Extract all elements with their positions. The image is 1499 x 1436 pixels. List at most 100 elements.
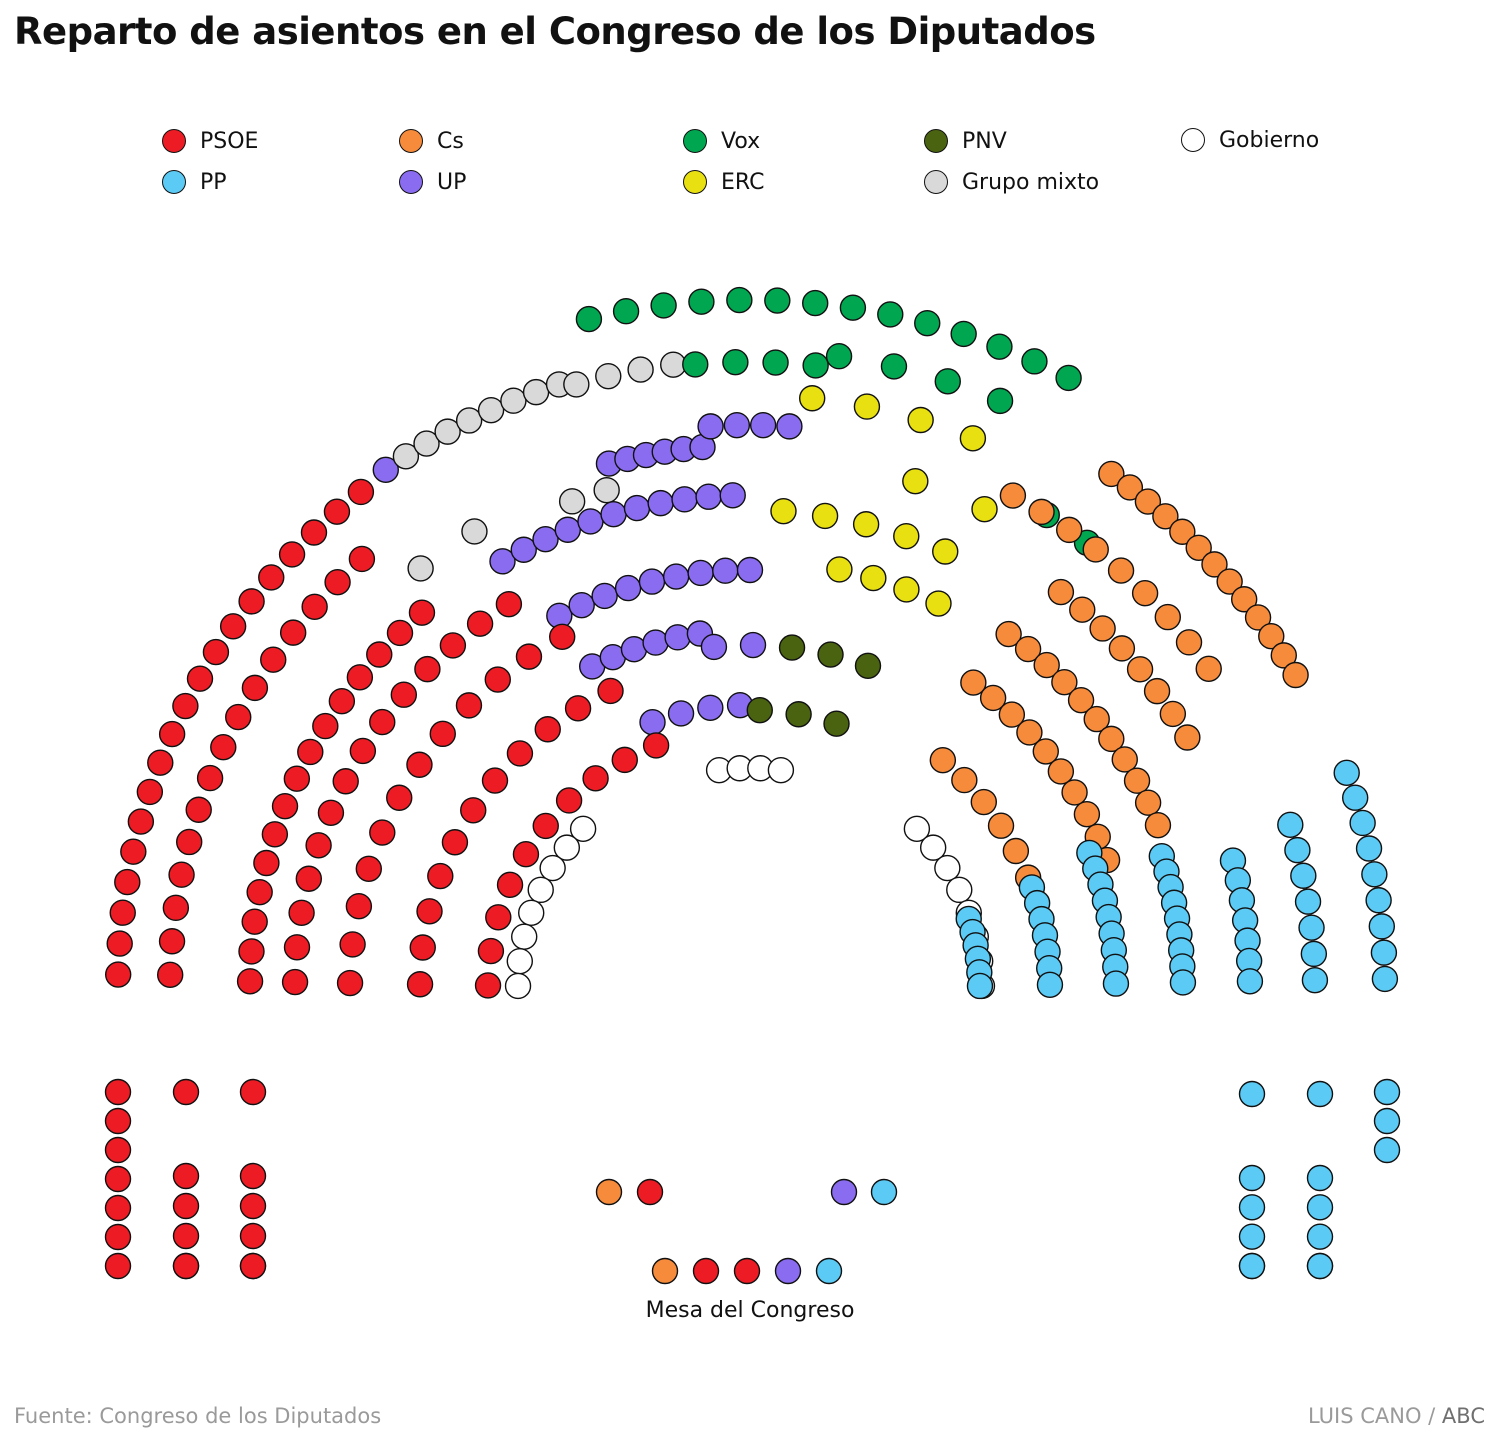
legend-item-up: UP [399, 167, 466, 197]
seat-cs [1116, 474, 1144, 501]
seat-psoe [474, 972, 502, 999]
legend-label-erc: ERC [721, 169, 765, 195]
seat-cs [951, 766, 978, 794]
seat-psoe [104, 1252, 132, 1280]
seat-erc [932, 538, 959, 565]
seat-erc [852, 511, 880, 538]
seat-mixto [593, 476, 620, 504]
seat-psoe [172, 1252, 200, 1280]
seat-vox [880, 353, 908, 380]
seat-gobierno [504, 972, 532, 1000]
seat-cs [1143, 677, 1171, 705]
seat-psoe [512, 840, 540, 868]
seat-pp [1349, 809, 1376, 837]
seat-pp [966, 972, 994, 1000]
seat-pp [1036, 971, 1064, 998]
legend-dot-erc [683, 170, 707, 194]
seat-psoe [225, 703, 252, 731]
seat-psoe [260, 646, 287, 673]
seat-psoe [386, 784, 413, 811]
seat-psoe [172, 1162, 200, 1190]
seat-psoe [104, 1136, 132, 1164]
seat-cs [1051, 668, 1078, 696]
seat-psoe [332, 768, 359, 795]
seat-psoe [271, 792, 299, 820]
seat-erc [770, 497, 797, 525]
seat-psoe [312, 712, 339, 740]
seat-vox [950, 320, 977, 348]
seat-psoe [176, 828, 203, 856]
seat-cs [1111, 746, 1138, 773]
seat-psoe [172, 1078, 200, 1106]
seat-mixto [660, 351, 687, 378]
seat-up [697, 694, 724, 721]
page-title: Reparto de asientos en el Congreso de lo… [14, 10, 1096, 53]
seat-mixto [500, 387, 527, 414]
seat-up [623, 494, 651, 522]
seat-cs [1175, 629, 1203, 656]
seat-cs [1032, 738, 1059, 765]
seat-psoe [236, 968, 264, 995]
seat-psoe [279, 619, 307, 646]
seat-psoe [427, 862, 454, 890]
seat-up [664, 624, 691, 651]
seat-cs [1152, 503, 1179, 530]
seat-cs [1123, 767, 1151, 794]
seat-psoe [390, 681, 418, 708]
legend-label-vox: Vox [721, 128, 761, 154]
seat-pnv [778, 634, 806, 661]
seat-psoe [158, 720, 186, 748]
seat-psoe [104, 1223, 132, 1251]
seat-up [568, 592, 595, 619]
seat-psoe [283, 765, 311, 792]
seat-gobierno [934, 854, 961, 882]
seat-cs [1098, 460, 1125, 488]
seat-pp [1284, 836, 1311, 864]
seat-gobierno [569, 815, 597, 843]
seat-psoe [239, 1192, 267, 1220]
seat-psoe [496, 871, 524, 899]
seat-psoe [369, 708, 396, 736]
seat-pp [1373, 1136, 1401, 1164]
seat-up [700, 633, 728, 661]
legend-dot-gobierno [1181, 128, 1205, 152]
legend-label-up: UP [437, 169, 467, 195]
seat-psoe [534, 716, 561, 743]
seat-up [671, 486, 698, 513]
seat-vox [1055, 364, 1082, 392]
seat-cs [1134, 789, 1162, 816]
legend-item-pnv: PNV [924, 126, 1007, 156]
seat-psoe [300, 519, 328, 546]
seat-psoe [339, 931, 366, 958]
seat-mixto [455, 407, 483, 434]
seat-pp [1238, 1194, 1266, 1221]
seat-psoe [172, 1192, 200, 1220]
legend-dot-pnv [924, 129, 948, 153]
seat-gobierno [506, 947, 534, 975]
seat-pp [1333, 759, 1360, 787]
seat-cs [1144, 811, 1172, 839]
seat-psoe [515, 643, 543, 670]
seat-psoe [345, 893, 373, 920]
seat-psoe [441, 829, 469, 856]
seat-psoe [692, 1257, 720, 1285]
seat-psoe [104, 1194, 132, 1222]
seat-psoe [219, 613, 247, 640]
seat-psoe [597, 677, 624, 705]
legend-item-pp: PP [162, 167, 227, 197]
seat-up [662, 563, 690, 590]
legend-item-mixto: Grupo mixto [924, 167, 1099, 197]
legend-item-gobierno: Gobierno [1181, 125, 1319, 155]
seat-up [614, 574, 642, 602]
seat-mixto [477, 396, 505, 424]
seat-erc [893, 576, 920, 603]
seat-up [600, 500, 627, 528]
seat-vox [575, 305, 603, 333]
credit-brand: ABC [1441, 1404, 1485, 1428]
seat-vox [839, 294, 867, 321]
seat-cs [1067, 686, 1095, 714]
seat-mixto [434, 418, 461, 445]
seat-cs [1134, 488, 1162, 515]
legend-item-psoe: PSOE [162, 126, 258, 156]
